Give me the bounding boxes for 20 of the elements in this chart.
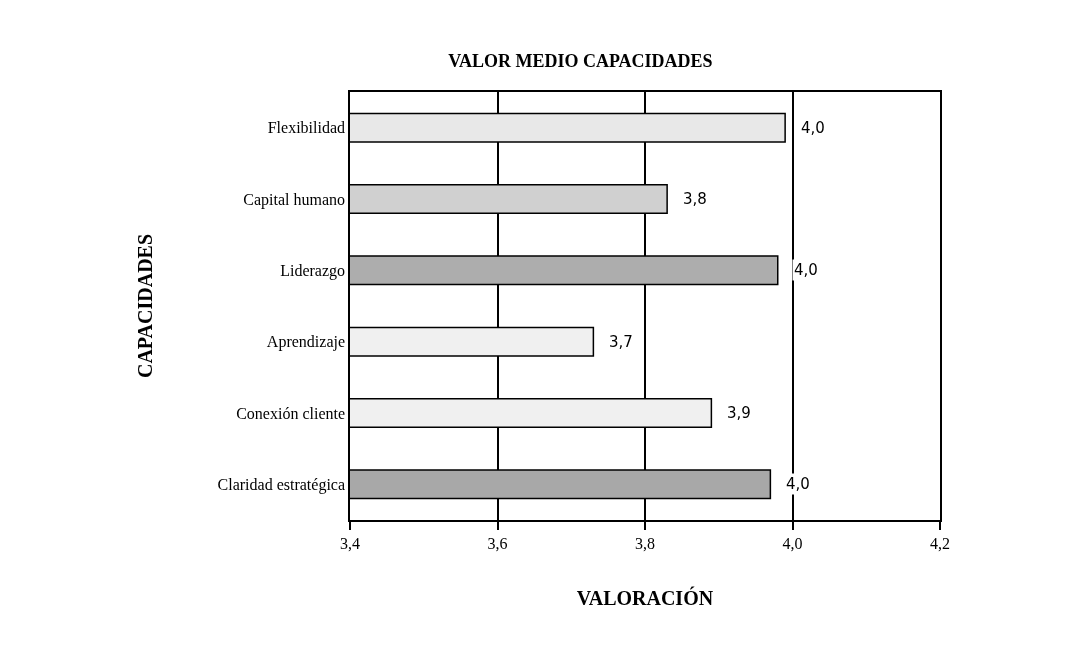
x-axis-title: VALORACIÓN — [576, 585, 714, 609]
data-label: 3,7 — [609, 333, 633, 351]
y-tick-label: Liderazgo — [280, 261, 346, 280]
x-tick-label: 4,2 — [930, 534, 950, 552]
chart-title: VALOR MEDIO CAPACIDADES — [448, 50, 713, 71]
x-tick-label: 3,8 — [635, 534, 655, 552]
y-tick-label: Conexión cliente — [236, 404, 346, 422]
data-label: 3,9 — [727, 404, 751, 422]
data-label: 4,0 — [801, 119, 825, 137]
y-tick-label: Capital humano — [243, 190, 346, 209]
x-tick-label: 4,0 — [782, 534, 803, 552]
x-tick-label: 3,6 — [487, 534, 508, 552]
y-tick-label: Aprendizaje — [266, 333, 346, 352]
data-label: 3,8 — [683, 190, 707, 208]
data-label: 4,0 — [794, 261, 818, 279]
y-tick-label: Flexibilidad — [267, 119, 346, 137]
y-axis-title: CAPACIDADES — [133, 233, 156, 379]
x-tick-label: 3,4 — [340, 534, 360, 552]
y-tick-label: Claridad estratégica — [217, 475, 346, 494]
data-label: 4,0 — [786, 475, 810, 493]
